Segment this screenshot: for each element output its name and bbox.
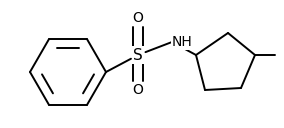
Text: S: S — [133, 47, 143, 62]
Text: O: O — [133, 11, 143, 25]
Text: O: O — [133, 83, 143, 97]
Text: NH: NH — [172, 35, 193, 49]
